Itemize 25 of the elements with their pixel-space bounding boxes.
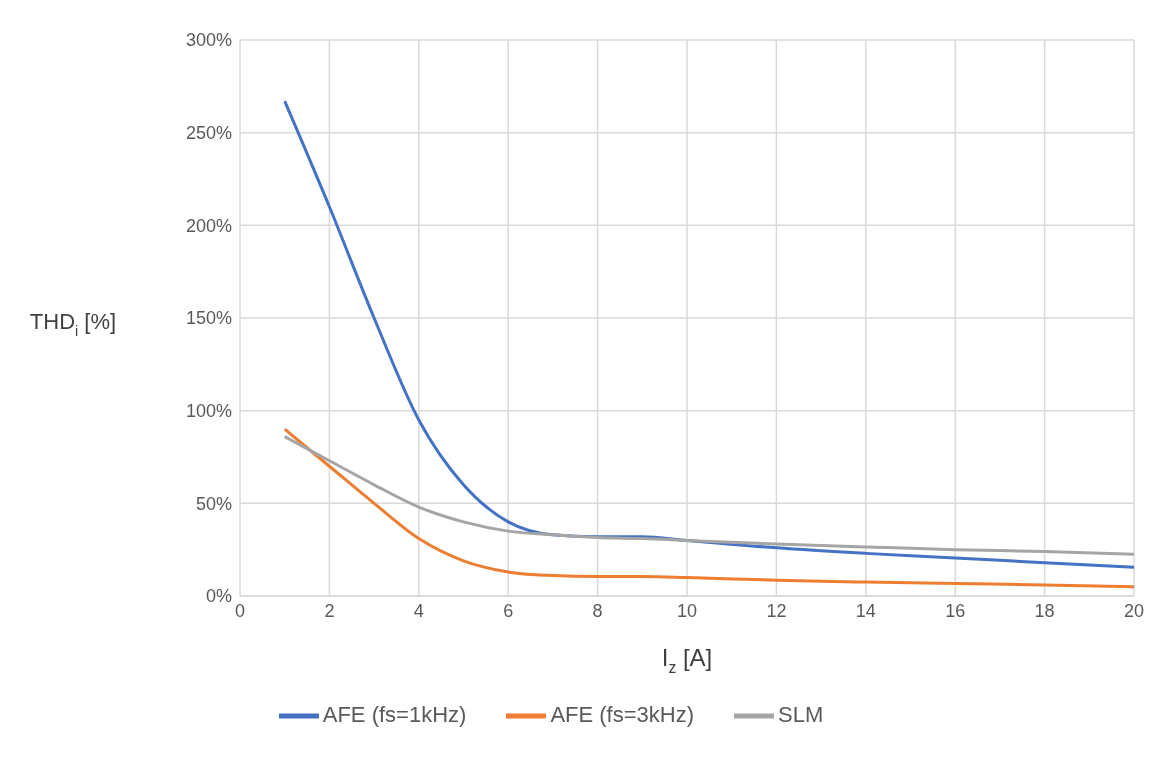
x-tick-label: 6 [503, 600, 514, 621]
y-tick-label: 250% [185, 123, 232, 144]
legend-label: SLM [778, 701, 824, 727]
x-tick-label: 0 [234, 600, 246, 621]
y-tick-label: 100% [185, 401, 232, 422]
x-tick-label: 16 [945, 600, 966, 621]
x-tick-label: 10 [676, 600, 698, 621]
x-tick-label: 18 [1034, 600, 1055, 621]
x-tick-label: 2 [324, 600, 335, 621]
y-tick-label: 50% [195, 493, 232, 514]
legend-label: AFE (fs=3kHz) [550, 701, 695, 727]
x-tick-label: 4 [413, 600, 424, 621]
y-tick-label: 150% [185, 308, 232, 329]
x-tick-label: 12 [766, 600, 787, 621]
y-tick-label: 300% [185, 30, 232, 51]
x-tick-label: 20 [1123, 600, 1145, 621]
x-tick-label: 8 [592, 600, 603, 621]
y-axis-title: THD$_{i}$ [%] [29, 309, 117, 339]
line-series [283, 435, 1134, 556]
y-tick-label: 200% [185, 215, 232, 236]
legend-label: AFE (fs=1kHz) [322, 701, 467, 727]
y-tick-label: 0% [205, 586, 232, 607]
line-series [283, 427, 1134, 589]
x-axis-title: I$_{z}$ [A] [661, 644, 713, 677]
x-tick-label: 14 [855, 600, 876, 621]
